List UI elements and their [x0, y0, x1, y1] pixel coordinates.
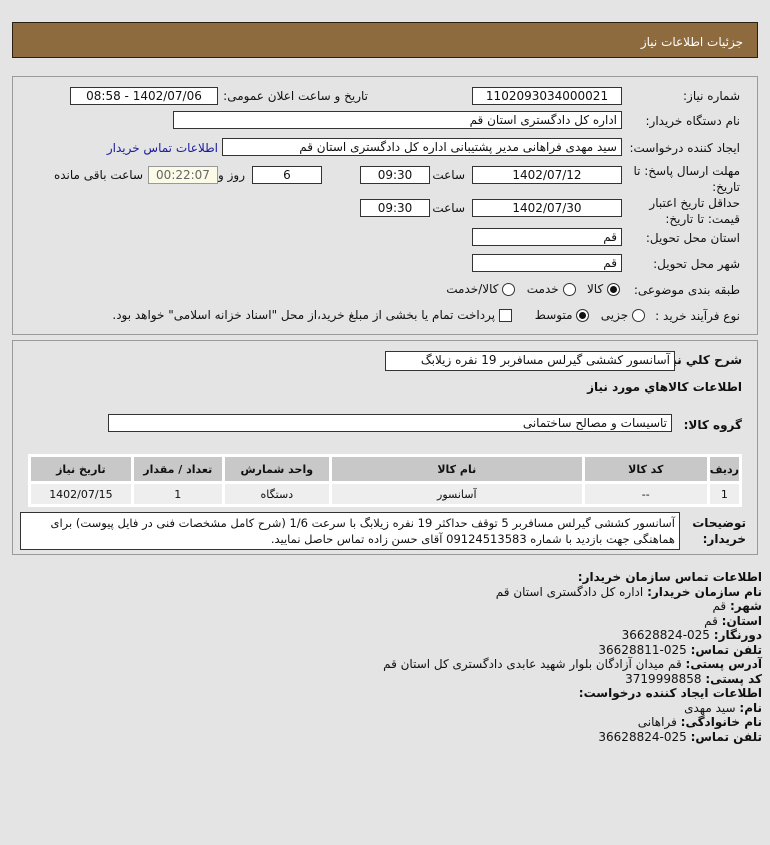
city-label: شهر محل تحویل: [653, 257, 740, 271]
remaining-label: ساعت باقی مانده [53, 168, 143, 182]
remaining-time-field: 00:22:07 [148, 166, 218, 184]
group-field: تاسیسات و مصالح ساختمانی [108, 414, 672, 432]
col-row: ردیف [709, 457, 739, 481]
family-label: نام خانوادگی: [680, 715, 762, 729]
cell-date: 1402/07/15 [31, 484, 131, 504]
validity-time-label: ساعت [432, 201, 465, 215]
need-number-label: شماره نیاز: [683, 89, 740, 103]
page-header: جزئیات اطلاعات نیاز [12, 22, 758, 58]
province-label: استان: [721, 613, 762, 628]
deadline-label: مهلت ارسال پاسخ: تا تاریخ: [633, 164, 740, 194]
announce-label: تاریخ و ساعت اعلان عمومی: [223, 89, 368, 103]
radio-goods-label: کالا [586, 282, 604, 296]
col-unit: واحد شمارش [224, 457, 329, 481]
radio-service[interactable] [562, 283, 576, 296]
org-label: نام سازمان خریدار: [647, 584, 762, 599]
postal-label: کد پستی: [705, 671, 762, 686]
province-value: قم [704, 613, 718, 628]
category-radio-group: کالا خدمت کالا/خدمت [446, 282, 620, 296]
goods-table: ردیف کد کالا نام کالا واحد شمارش تعداد /… [28, 454, 742, 507]
creator-phone-label: تلفن تماس: [690, 729, 762, 744]
table-header: ردیف کد کالا نام کالا واحد شمارش تعداد /… [31, 457, 739, 481]
radio-medium[interactable] [576, 309, 590, 322]
city-field: قم [472, 254, 622, 272]
buyer-contact-link[interactable]: اطلاعات تماس خریدار [106, 141, 218, 155]
province-label: استان محل تحویل: [645, 231, 740, 245]
city-value: قم [712, 599, 727, 613]
address-value: قم میدان آزادگان بلوار شهید عابدی دادگست… [383, 657, 682, 671]
buyer-field: اداره کل دادگستری استان قم [173, 111, 622, 129]
fax-label: دورنگار: [713, 628, 762, 642]
radio-goods-service-label: کالا/خدمت [446, 282, 499, 296]
announce-field: 1402/07/06 - 08:58 [70, 87, 218, 105]
validity-time-field: 09:30 [360, 199, 430, 217]
radio-service-label: خدمت [526, 282, 559, 296]
radio-minor[interactable] [632, 309, 645, 322]
treasury-note: پرداخت تمام یا بخشی از مبلغ خرید،از محل … [112, 308, 496, 322]
category-label: طبقه بندی موضوعی: [633, 283, 740, 297]
address-label: آدرس پستی: [685, 657, 762, 671]
days-field: 6 [252, 166, 322, 184]
radio-minor-label: جزیی [600, 308, 629, 322]
postal-value: 3719998858 [625, 671, 702, 686]
treasury-checkbox[interactable] [498, 309, 512, 322]
radio-goods-service[interactable] [502, 283, 516, 296]
family-value: فراهانی [637, 715, 677, 729]
buyer-label: نام دستگاه خریدار: [645, 114, 741, 128]
contact-info: اطلاعات تماس سازمان خریدار: نام سازمان خ… [383, 570, 762, 744]
group-label: گروه کالا: [683, 418, 742, 432]
goods-heading: اطلاعات کالاهاي مورد نیاز [587, 380, 742, 394]
creator-heading: اطلاعات ایجاد کننده درخواست: [578, 686, 762, 700]
cell-name: آسانسور [331, 484, 582, 504]
radio-medium-label: متوسط [534, 308, 573, 322]
summary-desc-label: شرح کلي نیاز: [656, 353, 742, 367]
province-field: قم [472, 228, 622, 246]
notes-field: آسانسور کششی گیرلس مسافربر 5 توقف حداکثر… [20, 512, 680, 550]
contact-heading: اطلاعات تماس سازمان خریدار: [577, 570, 762, 584]
creator-phone-value: 025-36628824 [598, 729, 687, 744]
col-date: تاریخ نیاز [31, 457, 131, 481]
deadline-time-label: ساعت [432, 168, 465, 182]
creator-field: سید مهدی فراهانی مدیر پشتیبانی اداره کل … [222, 138, 622, 156]
validity-label: حداقل تاریخ اعتبار قیمت: تا تاریخ: [649, 196, 740, 226]
process-label: نوع فرآیند خرید : [655, 309, 740, 323]
process-radio-group: جزیی متوسط پرداخت تمام یا بخشی از مبلغ خ… [112, 308, 645, 322]
col-name: نام کالا [331, 457, 582, 481]
deadline-date-field: 1402/07/12 [472, 166, 622, 184]
col-qty: تعداد / مقدار [133, 457, 222, 481]
org-value: اداره کل دادگستری استان قم [495, 584, 644, 599]
deadline-time-field: 09:30 [360, 166, 430, 184]
city-label: شهر: [730, 599, 762, 613]
days-label: روز و [218, 168, 245, 182]
phone-value: 025-36628811 [598, 642, 687, 657]
radio-goods[interactable] [607, 283, 620, 296]
fax-value: 025-36628824 [621, 628, 710, 642]
table-row: 1 -- آسانسور دستگاه 1 1402/07/15 [31, 484, 739, 504]
name-value: سید مهدی [684, 700, 736, 715]
cell-code: -- [584, 484, 707, 504]
validity-date-field: 1402/07/30 [472, 199, 622, 217]
need-number-field: 1102093034000021 [472, 87, 622, 105]
phone-label: تلفن تماس: [690, 642, 762, 657]
col-code: کد کالا [584, 457, 707, 481]
cell-row: 1 [709, 484, 739, 504]
notes-label: توضیحات خریدار: [692, 516, 746, 546]
cell-qty: 1 [133, 484, 222, 504]
creator-label: ایجاد کننده درخواست: [629, 141, 740, 155]
name-label: نام: [739, 700, 762, 715]
summary-desc-field: آسانسور کششی گیرلس مسافربر 19 نفره زیلاب… [385, 351, 675, 371]
cell-unit: دستگاه [224, 484, 329, 504]
